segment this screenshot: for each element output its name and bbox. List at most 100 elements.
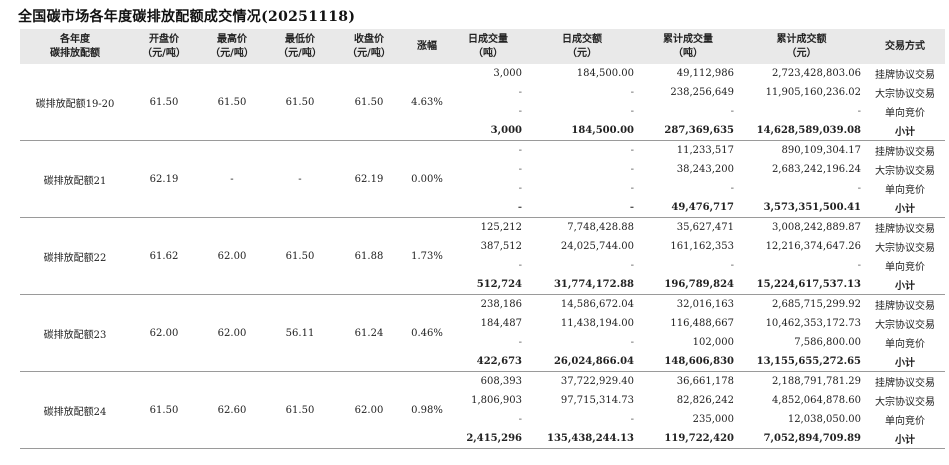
column-header-line: （元/吨） xyxy=(278,47,322,59)
cell-camt: 12,216,374,647.26 xyxy=(765,241,861,252)
table-body: 碳排放配额19-20 61.50 61.50 61.50 61.50 4.63% 3,000… xyxy=(20,64,945,449)
cell-open: 62.00 xyxy=(130,294,198,372)
cell-camt: 2,188,791,781.29 xyxy=(771,376,861,387)
cell-high: 62.60 xyxy=(198,371,266,449)
cell-amt: 37,722,929.40 xyxy=(560,376,634,387)
cell-camt: 11,905,160,236.02 xyxy=(765,87,861,98)
cell-method: 小计 xyxy=(865,121,945,141)
cell-cvol: 287,369,635 xyxy=(638,121,738,141)
cell-cvol: 161,162,353 xyxy=(670,241,734,252)
cell-method: 大宗协议交易 xyxy=(875,243,935,254)
cell-high: 62.00 xyxy=(198,294,266,372)
column-header-line: 累计成交量 xyxy=(663,33,713,45)
cell-amt: 31,774,172.88 xyxy=(526,275,638,295)
table-row: - - 238,256,649 11,905,160,236.02 大宗协议交易 xyxy=(20,83,945,102)
cell-camt: 2,723,428,803.06 xyxy=(771,68,861,79)
cell-cvol: 82,826,242 xyxy=(676,395,734,406)
cell-amt: 184,500.00 xyxy=(576,68,634,79)
cell-cvol: 235,000 xyxy=(692,414,734,425)
subtotal-row: 512,724 31,774,172.88 196,789,824 15,224,61… xyxy=(20,275,945,295)
cell-vol: 422,673 xyxy=(450,352,526,372)
page-title: 全国碳市场各年度碳排放配额成交情况(20251118) xyxy=(18,9,356,25)
cell-vol: - xyxy=(518,106,522,117)
cell-camt: 3,573,351,500.41 xyxy=(738,198,865,218)
carbon-trading-table: 各年度 碳排放配额 开盘价 （元/吨） 最高价 （元/吨） 最低价 （元/吨） 收盘价 （元/吨）… xyxy=(20,29,945,449)
cell-amt: - xyxy=(630,164,634,175)
cell-method: 挂牌协议交易 xyxy=(875,70,935,81)
cell-vol: - xyxy=(518,414,522,425)
table-row: 碳排放配额22 61.62 62.00 61.50 61.88 1.73% 125,212 7… xyxy=(20,217,945,295)
cell-method: 小计 xyxy=(865,429,945,449)
cell-method: 大宗协议交易 xyxy=(875,89,935,100)
table-row: 1,806,903 97,715,314.73 82,826,242 4,852,06… xyxy=(20,391,945,410)
cell-vol: 2,415,296 xyxy=(450,429,526,449)
cell-change: 4.63% xyxy=(404,64,450,141)
cell-method: 大宗协议交易 xyxy=(875,320,935,331)
cell-low: - xyxy=(266,140,334,218)
cell-cvol: 49,112,986 xyxy=(676,68,734,79)
column-header: 累计成交额 （元） xyxy=(738,29,865,64)
column-header-line: 累计成交额 xyxy=(776,33,827,45)
cell-vol: - xyxy=(518,164,522,175)
subtotal-row: 2,415,296 135,438,244.13 119,722,420 7,052,… xyxy=(20,429,945,449)
column-header-line: 日成交额 xyxy=(562,33,602,45)
cell-cvol: - xyxy=(730,183,734,194)
cell-vol: - xyxy=(518,183,522,194)
cell-method: 挂牌协议交易 xyxy=(875,301,935,312)
table-row: 387,512 24,025,744.00 161,162,353 12,216,37… xyxy=(20,237,945,256)
cell-vol: 238,186 xyxy=(480,299,522,310)
cell-method: 单向竞价 xyxy=(885,262,925,273)
cell-method: 小计 xyxy=(865,275,945,295)
subtotal-row: - -49,476,717 3,573,351,500.41 小计 xyxy=(20,198,945,218)
column-header: 日成交量 （吨） xyxy=(450,29,526,64)
column-header: 最高价 （元/吨） xyxy=(198,29,266,64)
cell-open: 61.50 xyxy=(130,371,198,449)
column-header-line: （元） xyxy=(786,47,817,59)
cell-amt: - xyxy=(630,337,634,348)
column-header-line: （元/吨） xyxy=(347,47,391,59)
cell-close: 61.88 xyxy=(334,217,404,295)
cell-change: 0.46% xyxy=(404,294,450,372)
cell-vol: 125,212 xyxy=(480,222,522,233)
cell-camt: 13,155,655,272.65 xyxy=(738,352,865,372)
cell-camt: 7,052,894,709.89 xyxy=(738,429,865,449)
cell-name: 碳排放配额22 xyxy=(20,217,130,295)
table-row: 碳排放配额24 61.50 62.60 61.50 62.00 0.98% 608,393 3… xyxy=(20,371,945,449)
cell-amt: - xyxy=(630,260,634,271)
cell-cvol: 102,000 xyxy=(692,337,734,348)
cell-camt: 890,109,304.17 xyxy=(781,145,861,156)
cell-cvol: 36,661,178 xyxy=(676,376,734,387)
cell-amt: 7,748,428.88 xyxy=(567,222,634,233)
cell-method: 大宗协议交易 xyxy=(875,397,935,408)
column-header-line: 涨幅 xyxy=(417,40,437,52)
cell-method: 挂牌协议交易 xyxy=(875,147,935,158)
column-header-line: （吨） xyxy=(473,47,503,59)
cell-camt: 3,008,242,889.87 xyxy=(771,222,861,233)
column-header-line: （元/吨） xyxy=(142,47,186,59)
column-header: 交易方式 xyxy=(865,29,945,64)
column-header: 最低价 （元/吨） xyxy=(266,29,334,64)
table-row: - - - - 单向竞价 xyxy=(20,179,945,198)
cell-cvol: 148,606,830 xyxy=(638,352,738,372)
cell-low: 56.11 xyxy=(266,294,334,372)
cell-vol: 608,393 xyxy=(480,376,522,387)
cell-amt: 14,586,672.04 xyxy=(560,299,634,310)
subtotal-row: 422,673 26,024,866.04 148,606,830 13,155,65… xyxy=(20,352,945,372)
cell-amt: 26,024,866.04 xyxy=(526,352,638,372)
column-header-line: 开盘价 xyxy=(149,33,179,45)
cell-high: 62.00 xyxy=(198,217,266,295)
cell-close: 61.50 xyxy=(334,64,404,141)
cell-method: 单向竞价 xyxy=(885,108,925,119)
column-header-line: （元/吨） xyxy=(210,47,254,59)
cell-cvol: 35,627,471 xyxy=(676,222,734,233)
table-row: 碳排放配额19-20 61.50 61.50 61.50 61.50 4.63% 3,000… xyxy=(20,64,945,141)
cell-camt: 2,683,242,196.24 xyxy=(771,164,861,175)
column-header-line: （元） xyxy=(567,47,597,59)
cell-cvol: 11,233,517 xyxy=(676,145,734,156)
cell-amt: 11,438,194.00 xyxy=(560,318,634,329)
cell-cvol: 119,722,420 xyxy=(638,429,738,449)
cell-camt: 14,628,589,039.08 xyxy=(738,121,865,141)
cell-high: - xyxy=(198,140,266,218)
cell-vol: 512,724 xyxy=(450,275,526,295)
cell-close: 61.24 xyxy=(334,294,404,372)
